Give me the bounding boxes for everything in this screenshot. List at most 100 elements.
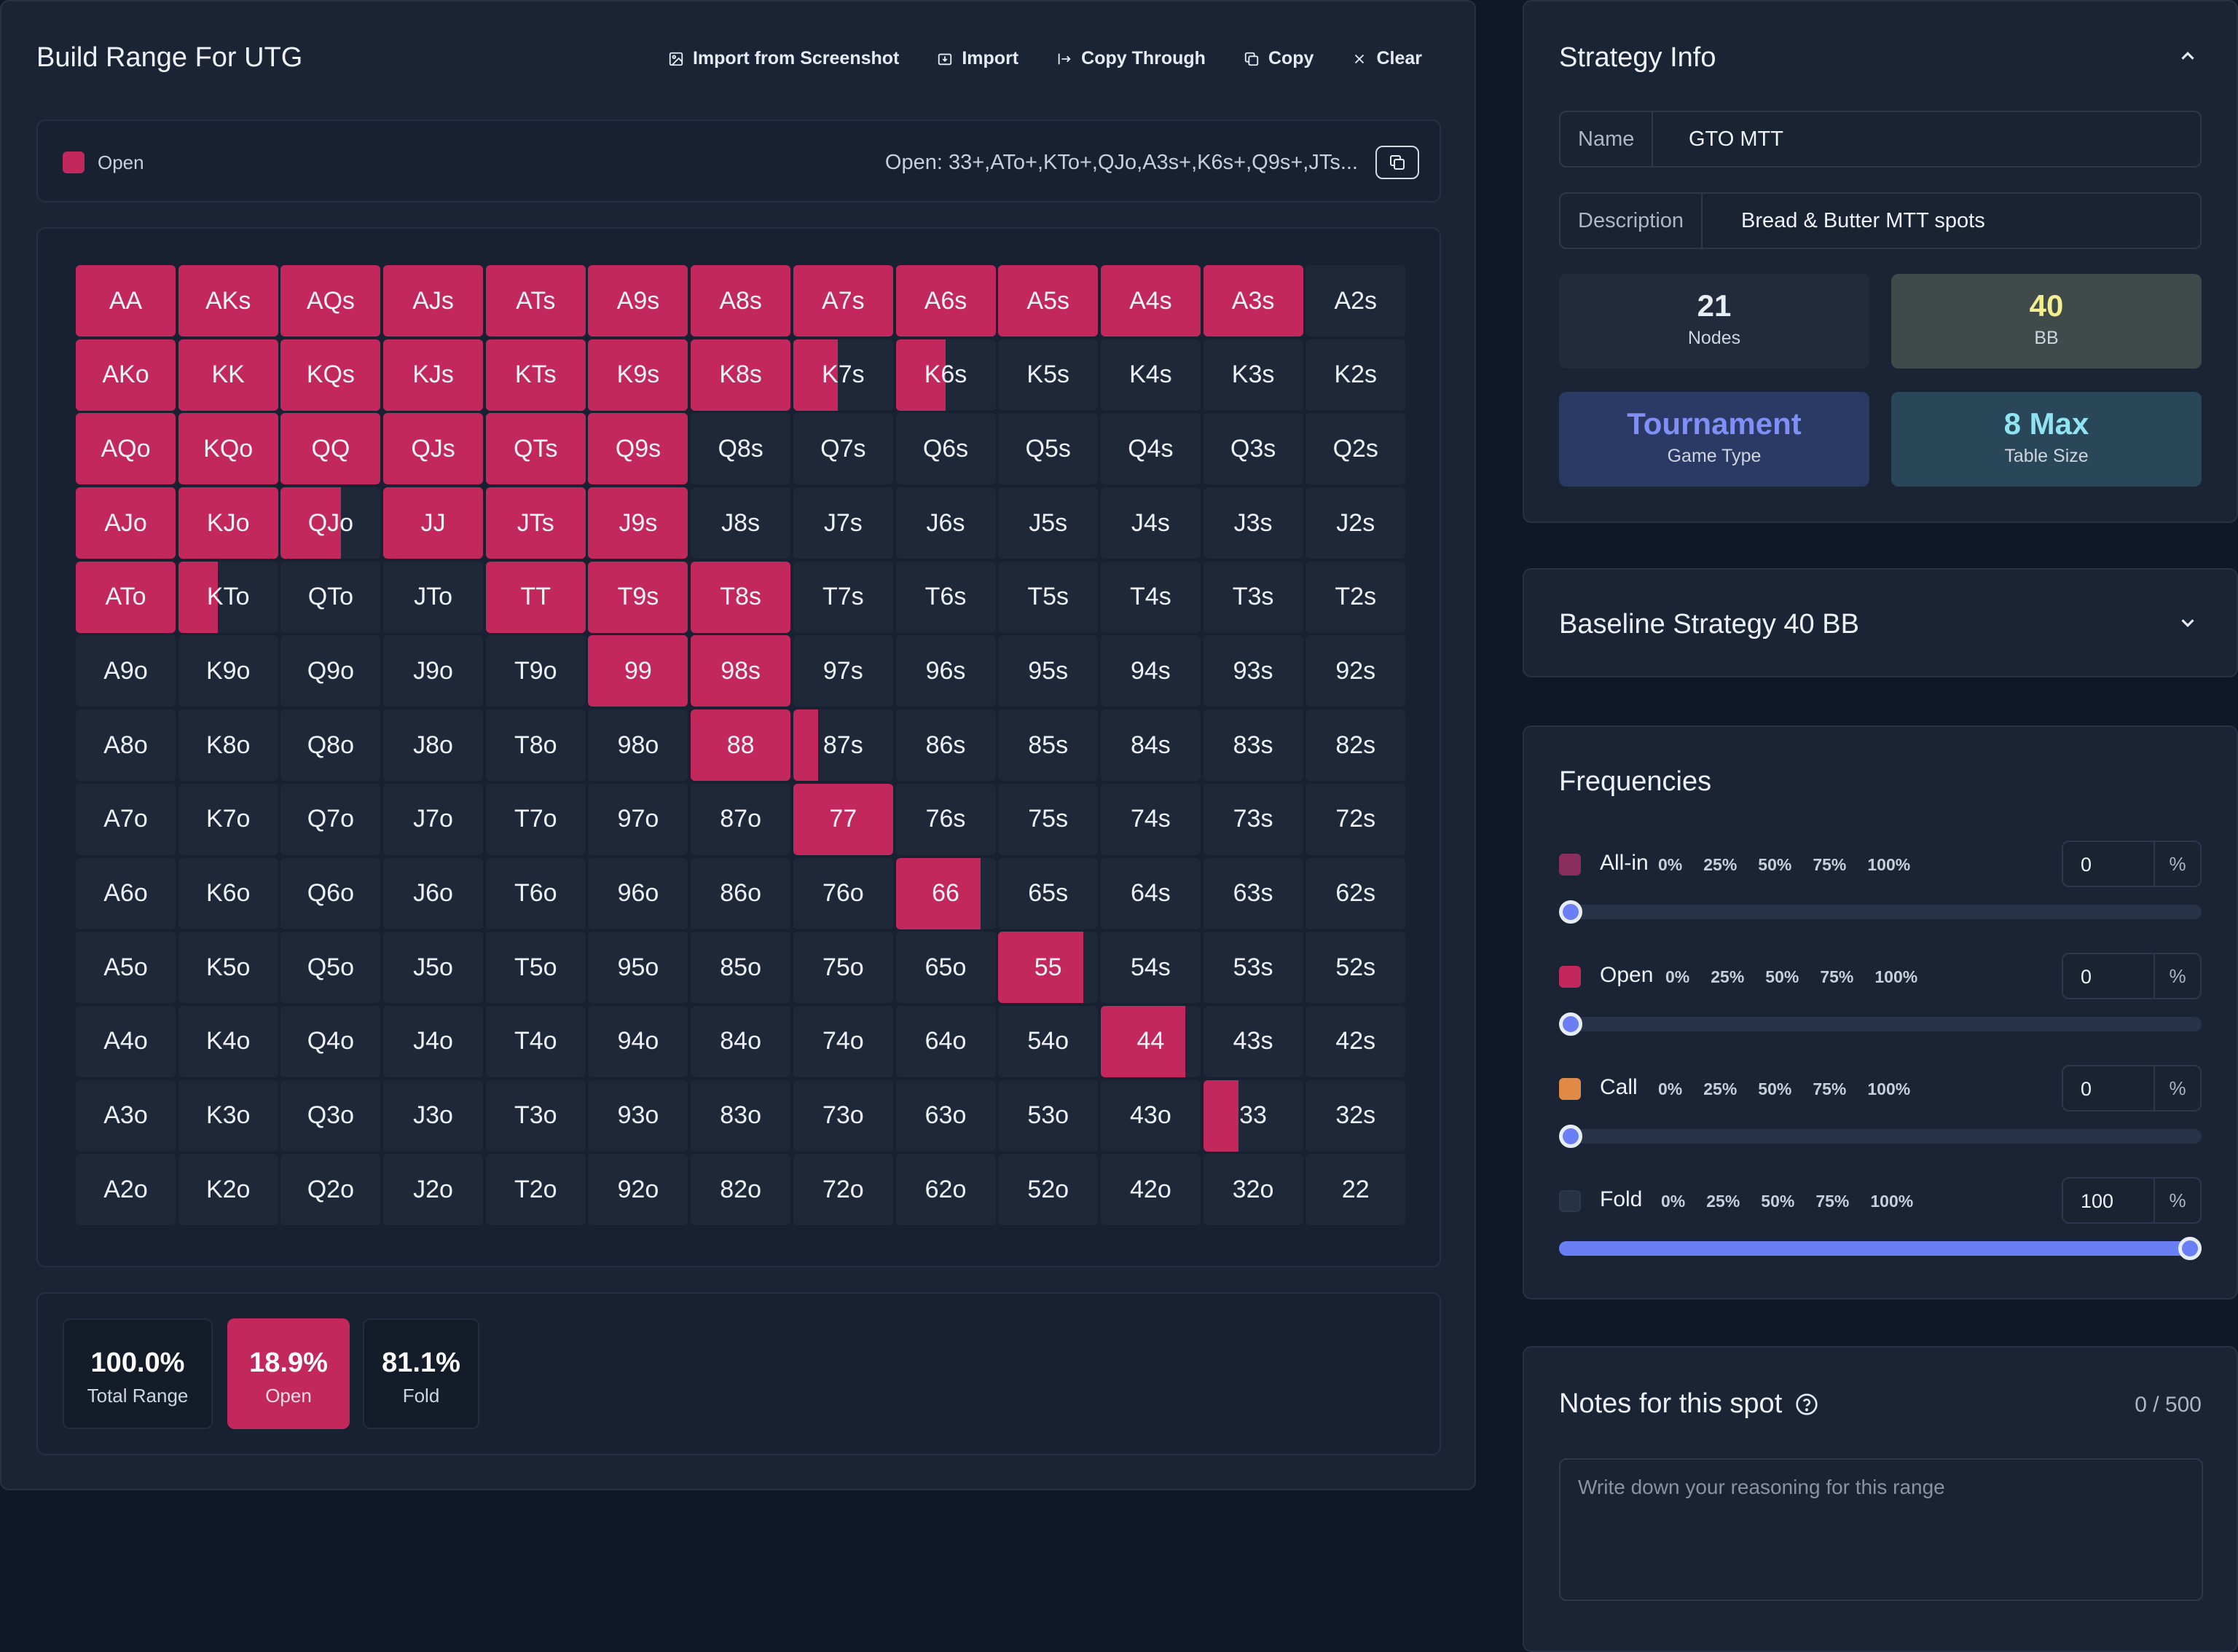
percent-preset-button[interactable]: 25% <box>1711 967 1745 986</box>
hand-cell[interactable]: J2o <box>383 1154 484 1226</box>
hand-cell[interactable]: 83o <box>691 1079 791 1152</box>
hand-cell[interactable]: 74s <box>1100 783 1201 855</box>
hand-cell[interactable]: 32s <box>1306 1079 1406 1152</box>
hand-cell[interactable]: 52o <box>998 1154 1099 1226</box>
hand-cell[interactable]: A2s <box>1306 265 1406 337</box>
hand-cell[interactable]: 82s <box>1306 709 1406 782</box>
hand-cell[interactable]: T4o <box>485 1005 586 1077</box>
hand-cell[interactable]: 97o <box>588 783 688 855</box>
hand-cell[interactable]: K3s <box>1203 339 1303 411</box>
hand-cell[interactable]: QJo <box>280 487 381 559</box>
hand-cell[interactable]: J8s <box>691 487 791 559</box>
hand-cell[interactable]: J9s <box>588 487 688 559</box>
hand-cell[interactable]: J2s <box>1306 487 1406 559</box>
hand-cell[interactable]: Q2o <box>280 1154 381 1226</box>
hand-cell[interactable]: 65o <box>895 932 996 1004</box>
hand-cell[interactable]: 73o <box>793 1079 893 1152</box>
hand-cell[interactable]: KJo <box>178 487 278 559</box>
chevron-down-icon[interactable] <box>2177 612 2199 634</box>
hand-cell[interactable]: 43s <box>1203 1005 1303 1077</box>
hand-cell[interactable]: A4o <box>76 1005 176 1077</box>
slider-handle[interactable] <box>1559 1125 1582 1148</box>
hand-cell[interactable]: J5o <box>383 932 484 1004</box>
hand-cell[interactable]: T9o <box>485 635 586 707</box>
hand-cell[interactable]: T7o <box>485 783 586 855</box>
hand-cell[interactable]: 84s <box>1100 709 1201 782</box>
hand-cell[interactable]: 94o <box>588 1005 688 1077</box>
hand-cell[interactable]: 75o <box>793 932 893 1004</box>
frequency-slider-call[interactable] <box>1559 1125 2202 1148</box>
hand-cell[interactable]: K9s <box>588 339 688 411</box>
hand-cell[interactable]: T8o <box>485 709 586 782</box>
hand-cell[interactable]: 84o <box>691 1005 791 1077</box>
hand-cell[interactable]: Q3s <box>1203 413 1303 485</box>
hand-cell[interactable]: 82o <box>691 1154 791 1226</box>
hand-cell[interactable]: 66 <box>895 857 996 929</box>
import-button[interactable]: Import <box>937 48 1018 69</box>
hand-cell[interactable]: AJs <box>383 265 484 337</box>
hand-cell[interactable]: Q4s <box>1100 413 1201 485</box>
hand-cell[interactable]: T2s <box>1306 561 1406 633</box>
hand-cell[interactable]: 72o <box>793 1154 893 1226</box>
hand-cell[interactable]: Q8s <box>691 413 791 485</box>
hand-cell[interactable]: QTs <box>485 413 586 485</box>
hand-cell[interactable]: 83s <box>1203 709 1303 782</box>
hand-cell[interactable]: AQo <box>76 413 176 485</box>
hand-cell[interactable]: 52s <box>1306 932 1406 1004</box>
hand-cell[interactable]: J4o <box>383 1005 484 1077</box>
hand-cell[interactable]: 86s <box>895 709 996 782</box>
hand-cell[interactable]: 64o <box>895 1005 996 1077</box>
percent-preset-button[interactable]: 50% <box>1761 1192 1795 1211</box>
hand-cell[interactable]: T8s <box>691 561 791 633</box>
frequency-input[interactable]: 0% <box>2062 953 2202 999</box>
hand-cell[interactable]: QJs <box>383 413 484 485</box>
hand-cell[interactable]: 33 <box>1203 1079 1303 1152</box>
hand-cell[interactable]: 86o <box>691 857 791 929</box>
hand-cell[interactable]: J9o <box>383 635 484 707</box>
baseline-strategy-panel[interactable]: Baseline Strategy 40 BB <box>1523 568 2238 677</box>
hand-cell[interactable]: Q2s <box>1306 413 1406 485</box>
percent-preset-button[interactable]: 100% <box>1867 1079 1911 1098</box>
hand-cell[interactable]: 76o <box>793 857 893 929</box>
hand-cell[interactable]: T3o <box>485 1079 586 1152</box>
hand-cell[interactable]: 55 <box>998 932 1099 1004</box>
hand-cell[interactable]: A5s <box>998 265 1099 337</box>
hand-cell[interactable]: 63s <box>1203 857 1303 929</box>
hand-cell[interactable]: Q9o <box>280 635 381 707</box>
hand-cell[interactable]: A8s <box>691 265 791 337</box>
hand-cell[interactable]: 65s <box>998 857 1099 929</box>
slider-handle[interactable] <box>1559 900 1582 924</box>
hand-cell[interactable]: KJs <box>383 339 484 411</box>
hand-cell[interactable]: J6o <box>383 857 484 929</box>
hand-cell[interactable]: J8o <box>383 709 484 782</box>
percent-preset-button[interactable]: 0% <box>1665 967 1690 986</box>
hand-cell[interactable]: 64s <box>1100 857 1201 929</box>
hand-cell[interactable]: KTo <box>178 561 278 633</box>
hand-cell[interactable]: 93s <box>1203 635 1303 707</box>
hand-cell[interactable]: 62o <box>895 1154 996 1226</box>
hand-cell[interactable]: 99 <box>588 635 688 707</box>
hand-cell[interactable]: 54s <box>1100 932 1201 1004</box>
hand-cell[interactable]: J7o <box>383 783 484 855</box>
frequency-input[interactable]: 100% <box>2062 1177 2202 1224</box>
hand-cell[interactable]: 98o <box>588 709 688 782</box>
hand-cell[interactable]: 42s <box>1306 1005 1406 1077</box>
hand-cell[interactable]: K5s <box>998 339 1099 411</box>
hand-cell[interactable]: A7o <box>76 783 176 855</box>
hand-cell[interactable]: K7s <box>793 339 893 411</box>
hand-cell[interactable]: T2o <box>485 1154 586 1226</box>
hand-cell[interactable]: 43o <box>1100 1079 1201 1152</box>
percent-preset-button[interactable]: 75% <box>1820 967 1854 986</box>
import-from-screenshot-button[interactable]: Import from Screenshot <box>668 48 899 69</box>
hand-cell[interactable]: J3s <box>1203 487 1303 559</box>
hand-cell[interactable]: 95o <box>588 932 688 1004</box>
hand-cell[interactable]: 92o <box>588 1154 688 1226</box>
hand-cell[interactable]: Q7o <box>280 783 381 855</box>
hand-cell[interactable]: Q6o <box>280 857 381 929</box>
hand-cell[interactable]: 75s <box>998 783 1099 855</box>
hand-cell[interactable]: Q5o <box>280 932 381 1004</box>
hand-cell[interactable]: J6s <box>895 487 996 559</box>
hand-cell[interactable]: Q3o <box>280 1079 381 1152</box>
hand-cell[interactable]: AJo <box>76 487 176 559</box>
hand-cell[interactable]: T4s <box>1100 561 1201 633</box>
